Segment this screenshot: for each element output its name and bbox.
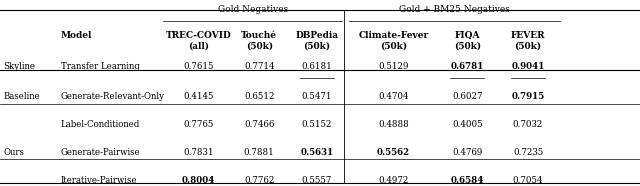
Text: 0.6181: 0.6181 xyxy=(301,62,332,71)
Text: 0.7915: 0.7915 xyxy=(511,92,545,101)
Text: Ours: Ours xyxy=(3,148,24,157)
Text: 0.5129: 0.5129 xyxy=(378,62,409,71)
Text: Transfer Learning: Transfer Learning xyxy=(61,62,140,71)
Text: 0.7235: 0.7235 xyxy=(513,148,543,157)
Text: 0.7466: 0.7466 xyxy=(244,120,275,129)
Text: 0.4769: 0.4769 xyxy=(452,148,483,157)
Text: 0.5471: 0.5471 xyxy=(301,92,332,101)
Text: TREC-COVID
(all): TREC-COVID (all) xyxy=(166,31,231,50)
Text: 0.7831: 0.7831 xyxy=(183,148,214,157)
Text: 0.7615: 0.7615 xyxy=(183,62,214,71)
Text: 0.6781: 0.6781 xyxy=(451,62,484,71)
Text: Climate-Fever
(50k): Climate-Fever (50k) xyxy=(358,31,429,50)
Text: 0.5152: 0.5152 xyxy=(301,120,332,129)
Text: 0.7762: 0.7762 xyxy=(244,176,275,185)
Text: 0.7765: 0.7765 xyxy=(183,120,214,129)
Text: 0.6584: 0.6584 xyxy=(451,176,484,185)
Text: 0.7714: 0.7714 xyxy=(244,62,275,71)
Text: Label-Conditioned: Label-Conditioned xyxy=(61,120,140,129)
Text: 0.4005: 0.4005 xyxy=(452,120,483,129)
Text: 0.7032: 0.7032 xyxy=(513,120,543,129)
Text: 0.4704: 0.4704 xyxy=(378,92,409,101)
Text: Model: Model xyxy=(61,31,92,40)
Text: DBPedia
(50k): DBPedia (50k) xyxy=(295,31,339,50)
Text: Gold + BM25 Negatives: Gold + BM25 Negatives xyxy=(399,5,510,14)
Text: 0.8004: 0.8004 xyxy=(182,176,215,185)
Text: 0.6027: 0.6027 xyxy=(452,92,483,101)
Text: FEVER
(50k): FEVER (50k) xyxy=(511,31,545,50)
Text: Skyline: Skyline xyxy=(3,62,35,71)
Text: Touché
(50k): Touché (50k) xyxy=(241,31,277,50)
Text: Iterative-Pairwise: Iterative-Pairwise xyxy=(61,176,138,185)
Text: Generate-Pairwise: Generate-Pairwise xyxy=(61,148,141,157)
Text: 0.7881: 0.7881 xyxy=(244,148,275,157)
Text: 0.9041: 0.9041 xyxy=(511,62,545,71)
Text: 0.5562: 0.5562 xyxy=(377,148,410,157)
Text: Generate-Relevant-Only: Generate-Relevant-Only xyxy=(61,92,165,101)
Text: Baseline: Baseline xyxy=(3,92,40,101)
Text: 0.4145: 0.4145 xyxy=(183,92,214,101)
Text: 0.4888: 0.4888 xyxy=(378,120,409,129)
Text: 0.5557: 0.5557 xyxy=(301,176,332,185)
Text: 0.7054: 0.7054 xyxy=(513,176,543,185)
Text: 0.5631: 0.5631 xyxy=(300,148,333,157)
Text: FIQA
(50k): FIQA (50k) xyxy=(454,31,481,50)
Text: 0.4972: 0.4972 xyxy=(378,176,409,185)
Text: Gold Negatives: Gold Negatives xyxy=(218,5,288,14)
Text: 0.6512: 0.6512 xyxy=(244,92,275,101)
